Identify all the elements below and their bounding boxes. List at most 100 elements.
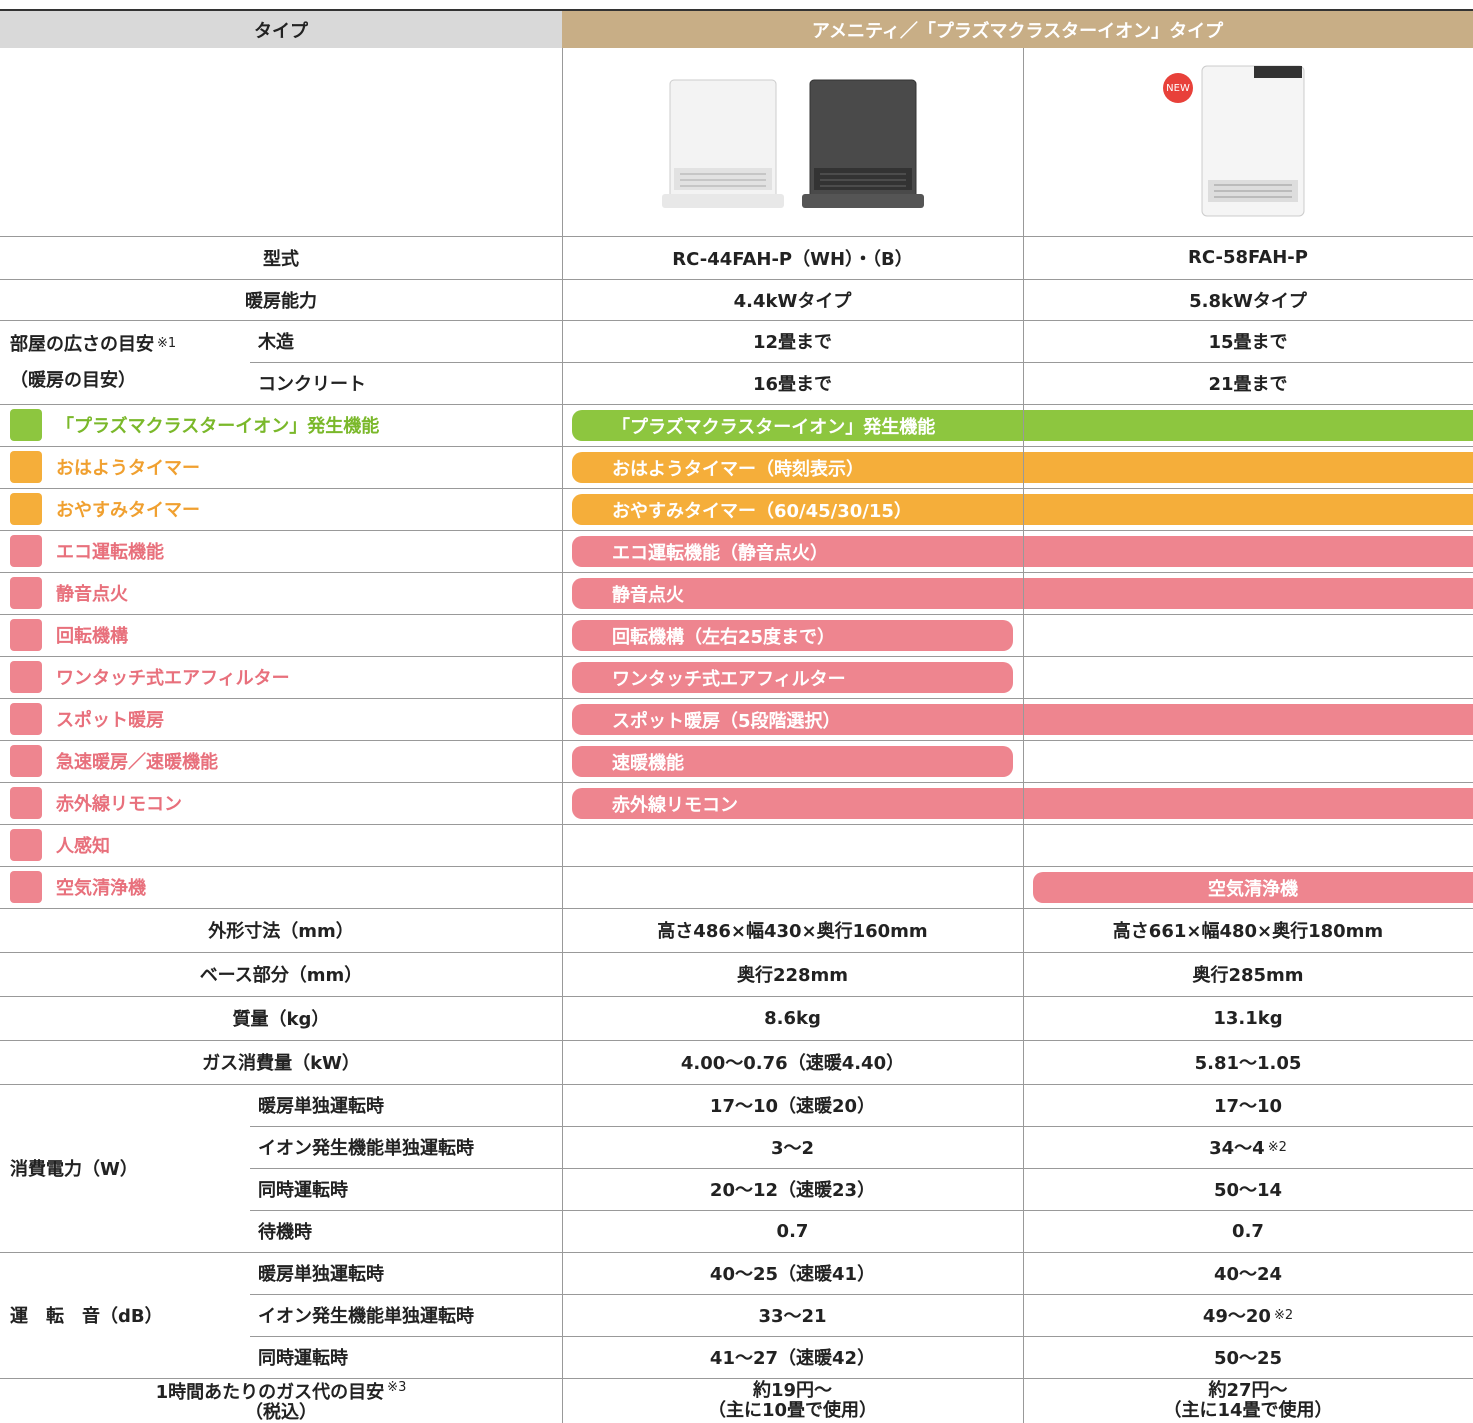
row-line: [0, 404, 1473, 405]
note: ※1: [157, 335, 177, 351]
value-a: 40〜25（速暖41）: [709, 1264, 876, 1285]
feature-icon: [10, 661, 42, 693]
row-line: [0, 824, 1473, 825]
row-line: [0, 1084, 1473, 1085]
value-a: 4.4kWタイプ: [733, 290, 852, 312]
feature-bar: スポット暖房（5段階選択）: [572, 704, 1473, 735]
sub-label: 暖房単独運転時: [258, 1264, 384, 1285]
header-type-value: アメニティ／「プラズマクラスターイオン」タイプ: [562, 11, 1473, 48]
feature-label: おやすみタイマー: [56, 500, 200, 521]
value-text: 40〜24: [1213, 1264, 1283, 1285]
row-label: 1時間あたりのガス代の目安 ※3 （税込）: [0, 1378, 562, 1423]
value-a: 12畳まで: [752, 332, 833, 353]
feature-icon: [10, 745, 42, 777]
value-a: 8.6kg: [764, 1007, 821, 1029]
feature-icon: [10, 787, 42, 819]
row-label: ベース部分（mm）: [199, 965, 363, 986]
feature-label: おはようタイマー: [56, 458, 200, 479]
value-b: 高さ661×幅480×奥行180mm: [1112, 921, 1384, 942]
feature-icon: [10, 409, 42, 441]
feature-bar: 回転機構（左右25度まで）: [572, 620, 1013, 651]
row-line: [250, 1210, 1473, 1211]
feature-bar: 「プラズマクラスターイオン」発生機能: [572, 410, 1473, 441]
value-b: 49〜20 ※2: [1023, 1294, 1473, 1336]
feature-bar: 空気清浄機: [1033, 872, 1473, 903]
feature-label: 人感知: [56, 836, 110, 857]
row-line: [0, 740, 1473, 741]
feature-icon: [10, 577, 42, 609]
room-label: 部屋の広さの目安: [10, 334, 154, 355]
heater-white-large: [1163, 65, 1305, 217]
value-b: RC-58FAH-P: [1188, 247, 1308, 268]
gas-value-line: 約19円〜: [752, 1379, 833, 1401]
feature-icon: [10, 493, 42, 525]
row-line: [0, 1040, 1473, 1041]
row-line: [0, 782, 1473, 783]
row-line: [0, 908, 1473, 909]
row-sublabel: （暖房の目安）: [10, 370, 136, 391]
feature-bar: ワンタッチ式エアフィルター: [572, 662, 1013, 693]
feature-label: ワンタッチ式エアフィルター: [56, 668, 290, 689]
value-a: 16畳まで: [752, 374, 833, 395]
row-line: [0, 530, 1473, 531]
feature-label: 「プラズマクラスターイオン」発生機能: [56, 416, 380, 437]
feature-label: 回転機構: [56, 626, 128, 647]
row-label: 暖房能力: [245, 290, 317, 312]
value-text: 49〜20: [1202, 1306, 1271, 1327]
top-rule: [0, 9, 1473, 11]
value-a: 33〜21: [758, 1306, 827, 1327]
group-label: 消費電力（W）: [10, 1159, 138, 1180]
feature-icon: [10, 451, 42, 483]
value-b: 50〜14: [1023, 1168, 1473, 1210]
sub-label: イオン発生機能単独運転時: [258, 1306, 474, 1327]
feature-label: スポット暖房: [56, 710, 164, 731]
sub-label: 木造: [258, 332, 294, 353]
feature-label: エコ運転機能: [56, 542, 164, 563]
value-b: 50〜25: [1023, 1336, 1473, 1378]
value-a: 奥行228mm: [736, 965, 849, 986]
row-line: [0, 698, 1473, 699]
value-b: 21畳まで: [1208, 374, 1288, 395]
feature-icon: [10, 703, 42, 735]
row-line: [0, 488, 1473, 489]
value-a: 3〜2: [770, 1138, 815, 1159]
gas-sublabel: （税込）: [245, 1402, 317, 1423]
row-line: [0, 279, 1473, 280]
feature-bar: 静音点火: [572, 578, 1473, 609]
row-line: [0, 656, 1473, 657]
gas-label: 1時間あたりのガス代の目安: [155, 1382, 385, 1403]
row-line: [250, 362, 1473, 363]
value-b: 5.8kWタイプ: [1189, 290, 1307, 312]
row-label: ガス消費量（kW）: [202, 1053, 360, 1074]
gas-value-line: （主に14畳で使用）: [1163, 1399, 1333, 1421]
sub-label: コンクリート: [258, 374, 366, 395]
sub-label: イオン発生機能単独運転時: [258, 1138, 474, 1159]
column-line: [562, 48, 563, 1423]
value-b: 15畳まで: [1208, 332, 1288, 353]
feature-bar: 速暖機能: [572, 746, 1013, 777]
row-line: [0, 996, 1473, 997]
value-b: 5.81〜1.05: [1194, 1053, 1302, 1074]
row-line: [0, 572, 1473, 573]
value-b: 34〜4 ※2: [1023, 1126, 1473, 1168]
feature-bar: おはようタイマー（時刻表示）: [572, 452, 1473, 483]
sub-label: 暖房単独運転時: [258, 1096, 384, 1117]
value-b: 0.7: [1023, 1210, 1473, 1252]
note: ※3: [387, 1380, 407, 1395]
feature-icon: [10, 535, 42, 567]
note: ※2: [1273, 1307, 1294, 1323]
feature-label: 赤外線リモコン: [56, 794, 182, 815]
value-a: 0.7: [776, 1220, 809, 1242]
header-type-label: タイプ: [0, 11, 562, 48]
value-a: 高さ486×幅430×奥行160mm: [657, 921, 928, 942]
value-a: 20〜12（速暖23）: [709, 1180, 876, 1201]
row-label: 外形寸法（mm）: [208, 921, 354, 942]
value-a: 17〜10（速暖20）: [709, 1096, 876, 1117]
row-line: [250, 1336, 1473, 1337]
gas-value-line: 約27円〜: [1208, 1379, 1288, 1401]
gas-value: 約19円〜 （主に10畳で使用）: [562, 1378, 1023, 1423]
value-b: 17〜10: [1023, 1084, 1473, 1126]
value-b: 40〜24: [1023, 1252, 1473, 1294]
row-line: [250, 1168, 1473, 1169]
feature-label: 静音点火: [56, 584, 128, 605]
